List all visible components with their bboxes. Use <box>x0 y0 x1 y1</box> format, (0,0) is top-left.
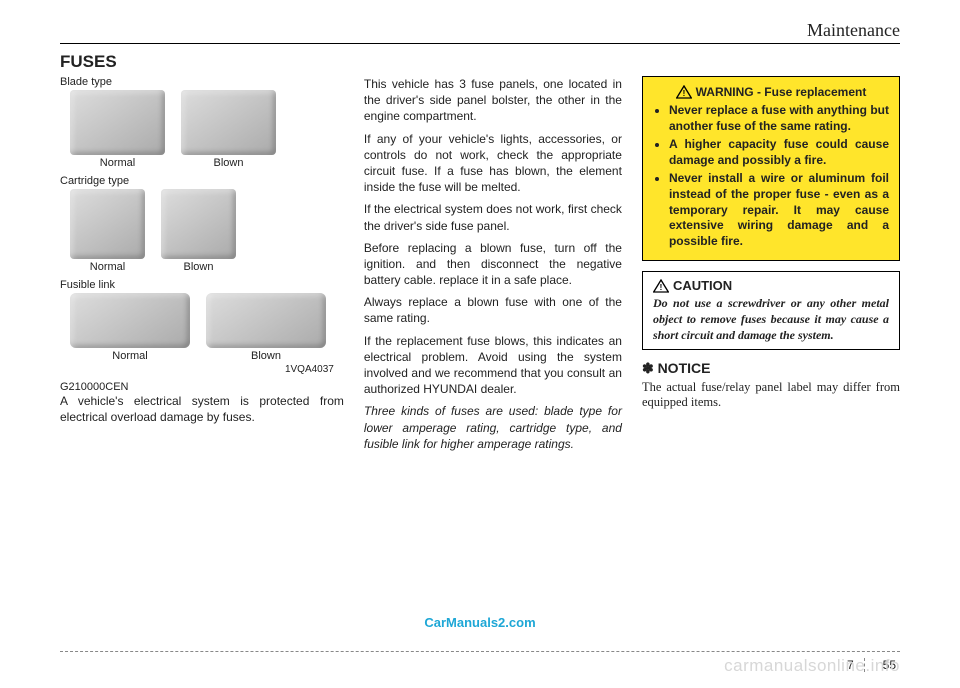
label-normal: Normal <box>70 157 165 169</box>
figure-title-blade: Blade type <box>60 76 344 88</box>
fuse-blade-normal: Normal <box>70 90 165 169</box>
col2-p6: If the replacement fuse blows, this indi… <box>364 333 622 398</box>
svg-text:!: ! <box>682 89 685 98</box>
warning-box: ! WARNING - Fuse replacement Never repla… <box>642 76 900 261</box>
header-section-title: Maintenance <box>60 20 900 41</box>
caution-body: Do not use a screwdriver or any other me… <box>653 296 889 343</box>
figure-code: 1VQA4037 <box>60 364 344 375</box>
warning-list: Never replace a fuse with anything but a… <box>653 103 889 249</box>
figure-reference: G210000CEN <box>60 381 344 393</box>
label-blown: Blown <box>206 350 326 362</box>
col2-p4: Before replacing a blown fuse, turn off … <box>364 240 622 289</box>
watermark-carmanualsonline: carmanualsonline.info <box>724 656 900 676</box>
col2-p1: This vehicle has 3 fuse panels, one loca… <box>364 76 622 125</box>
notice-block: ✽ NOTICE The actual fuse/relay panel lab… <box>642 360 900 410</box>
column-1: Blade type Normal Blown Cartridge type <box>60 76 344 458</box>
caution-label: CAUTION <box>673 278 732 293</box>
label-blown: Blown <box>181 157 276 169</box>
col2-p7: Three kinds of fuses are used: blade typ… <box>364 403 622 452</box>
fuse-link-blown: Blown <box>206 293 326 362</box>
figure-fusible-link: Fusible link Normal Blown 1VQA4037 <box>60 279 344 375</box>
fuse-link-normal: Normal <box>70 293 190 362</box>
figure-blade-type: Blade type Normal Blown <box>60 76 344 169</box>
notice-title: ✽ NOTICE <box>642 360 900 377</box>
col2-p5: Always replace a blown fuse with one of … <box>364 294 622 326</box>
warning-item-3: Never install a wire or aluminum foil in… <box>669 171 889 249</box>
warning-item-1: Never replace a fuse with anything but a… <box>669 103 889 134</box>
fuse-cartridge-blown: Blown <box>161 189 236 273</box>
figure-cartridge-type: Cartridge type Normal Blown <box>60 175 344 273</box>
label-normal: Normal <box>70 350 190 362</box>
fuse-blade-blown: Blown <box>181 90 276 169</box>
col2-p2: If any of your vehicle's lights, accesso… <box>364 131 622 196</box>
col1-body: A vehicle's electrical system is protect… <box>60 393 344 425</box>
notice-body: The actual fuse/relay panel label may di… <box>642 380 900 410</box>
column-3: ! WARNING - Fuse replacement Never repla… <box>642 76 900 458</box>
watermark-carmanuals2: CarManuals2.com <box>424 615 535 630</box>
label-blown: Blown <box>161 261 236 273</box>
warning-item-2: A higher capacity fuse could cause damag… <box>669 137 889 168</box>
page-header: Maintenance <box>60 20 900 44</box>
caution-title: ! CAUTION <box>653 278 889 293</box>
figure-title-fusible: Fusible link <box>60 279 344 291</box>
column-2: This vehicle has 3 fuse panels, one loca… <box>364 76 622 458</box>
col1-paragraph: A vehicle's electrical system is protect… <box>60 393 344 425</box>
col2-p3: If the electrical system does not work, … <box>364 201 622 233</box>
warning-title: ! WARNING - Fuse replacement <box>653 85 889 99</box>
figure-title-cartridge: Cartridge type <box>60 175 344 187</box>
fuse-cartridge-normal: Normal <box>70 189 145 273</box>
notice-label: NOTICE <box>658 360 711 376</box>
notice-mark: ✽ <box>642 360 654 376</box>
warning-label: WARNING <box>696 85 754 99</box>
svg-text:!: ! <box>660 283 663 292</box>
caution-box: ! CAUTION Do not use a screwdriver or an… <box>642 271 900 350</box>
label-normal: Normal <box>70 261 145 273</box>
section-title: FUSES <box>60 52 900 72</box>
caution-icon: ! <box>653 279 669 293</box>
warning-icon: ! <box>676 85 692 99</box>
warning-subtitle: - Fuse replacement <box>757 85 866 99</box>
